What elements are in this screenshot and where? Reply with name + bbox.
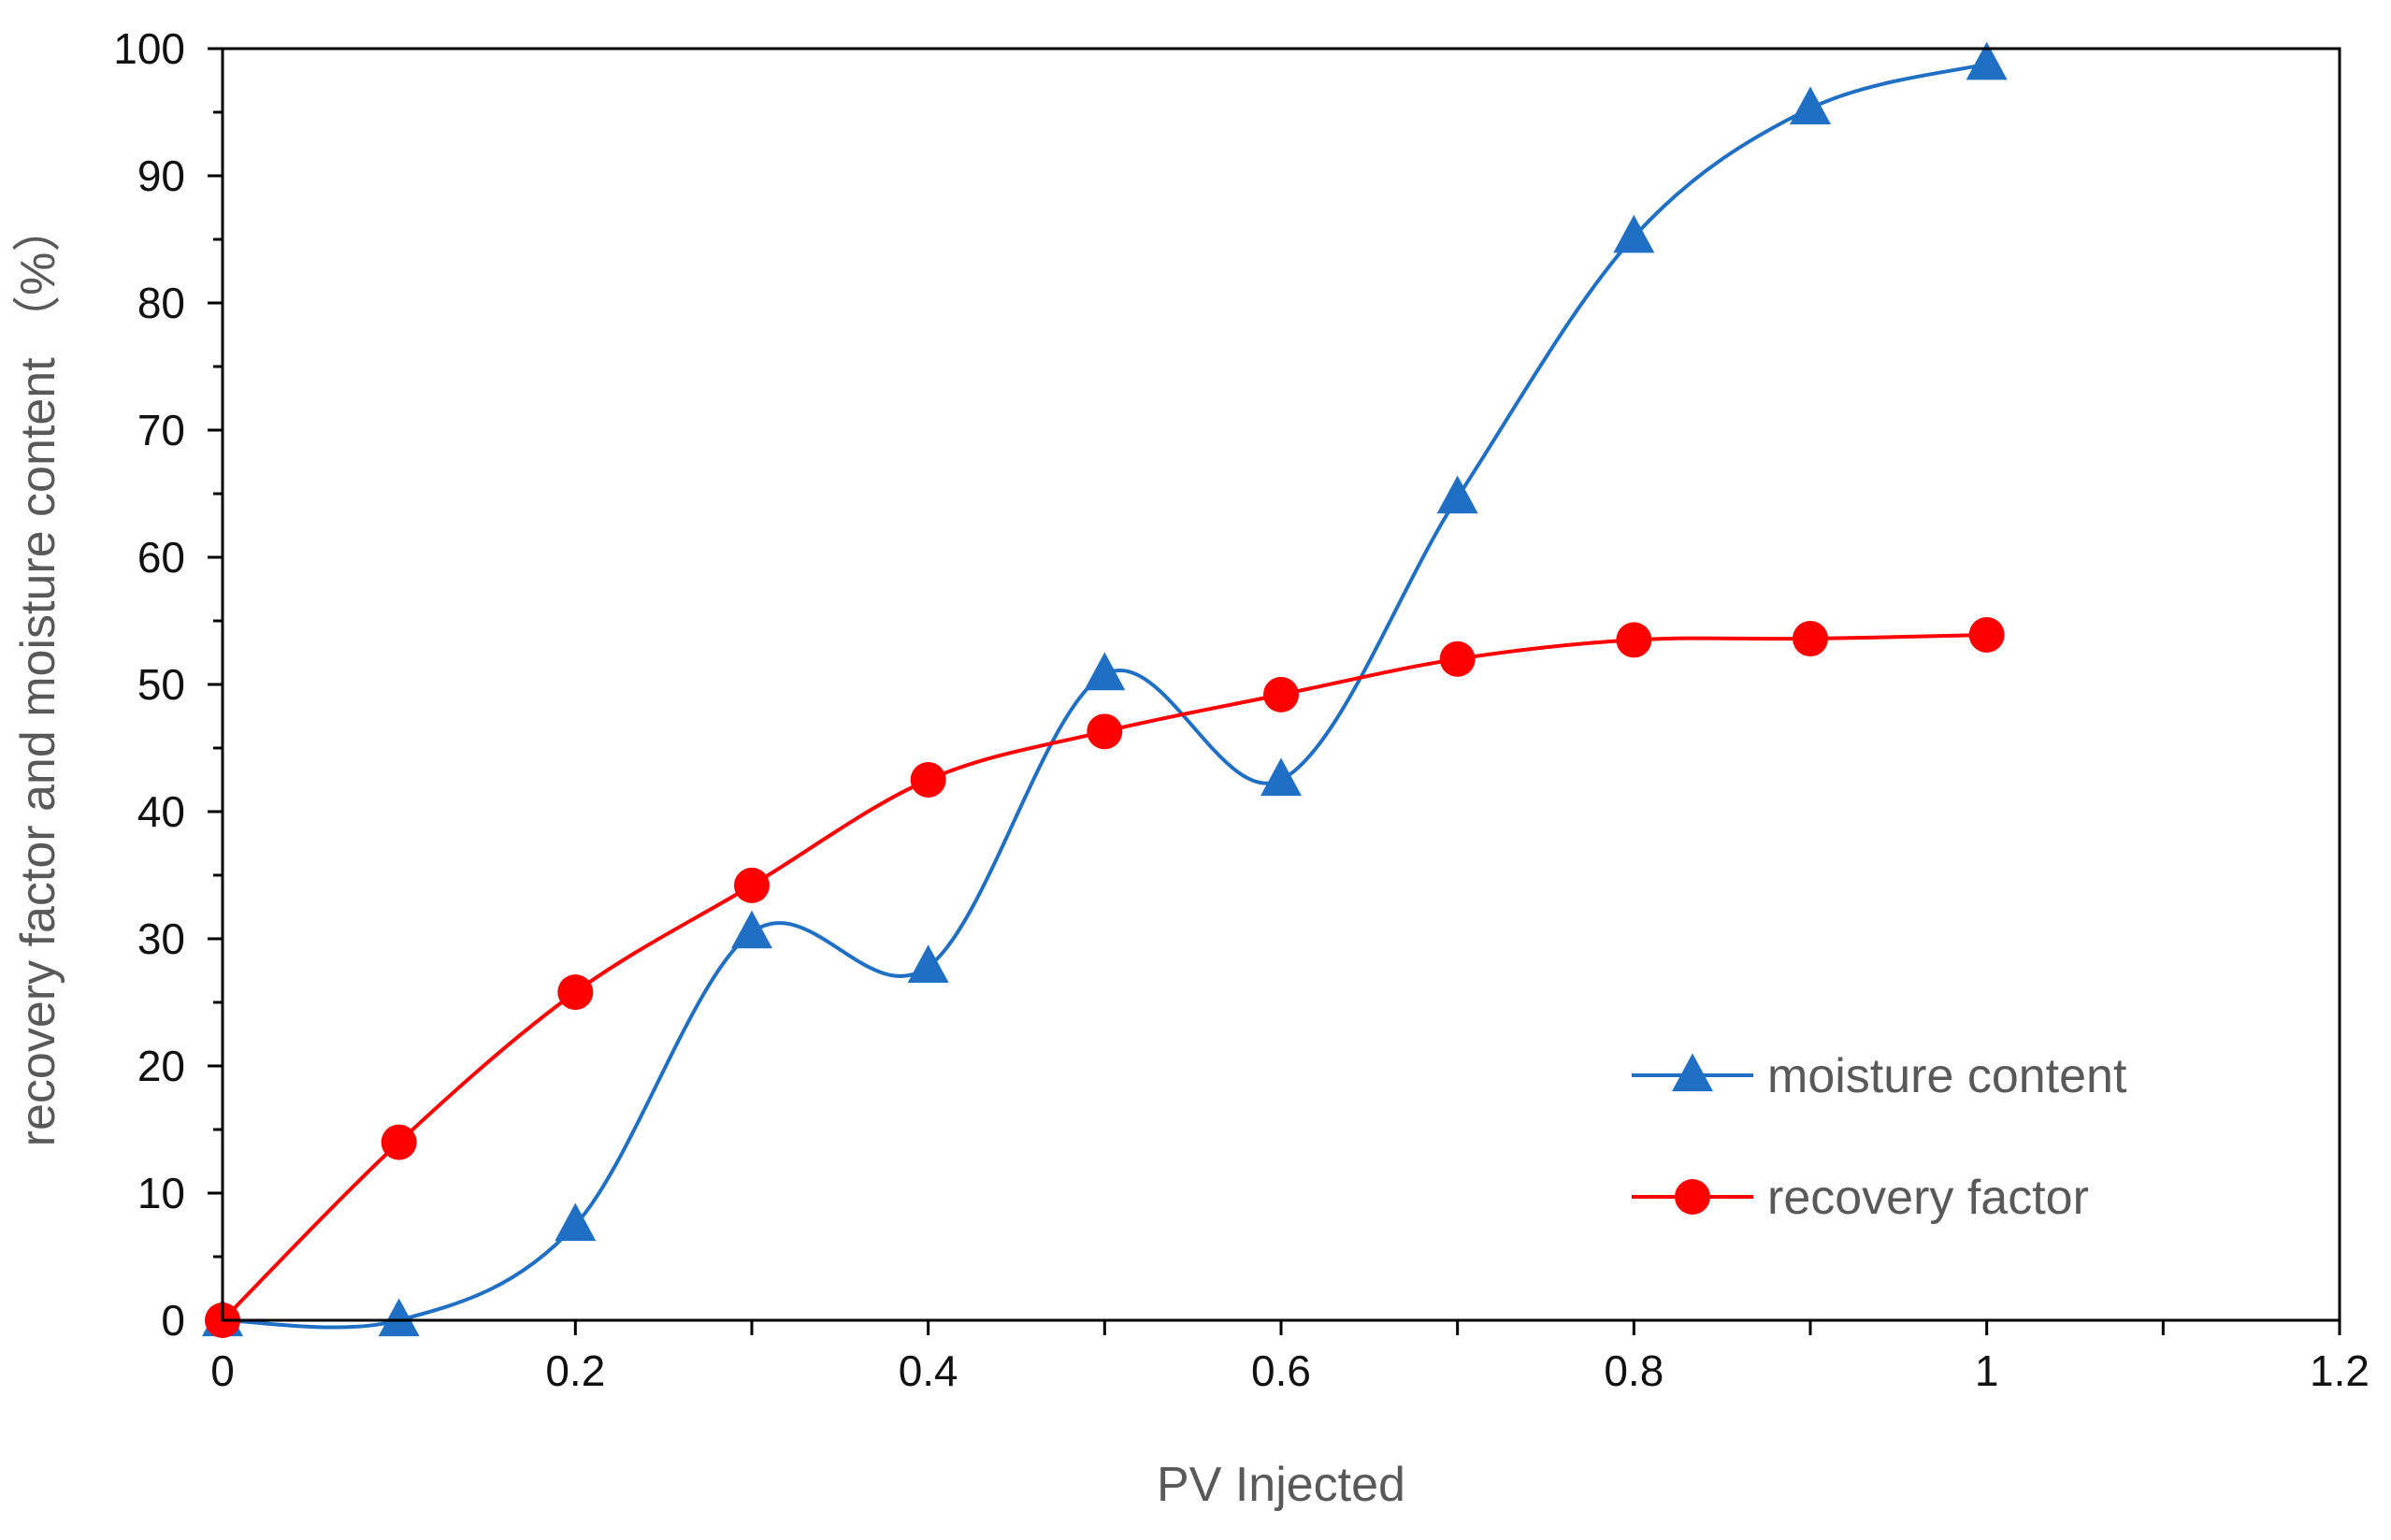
series-line bbox=[222, 62, 1988, 1330]
y-tick-label: 40 bbox=[137, 787, 185, 836]
x-tick-label: 1 bbox=[1975, 1346, 1999, 1395]
y-tick-label: 10 bbox=[137, 1169, 185, 1217]
data-point-triangle bbox=[378, 1298, 420, 1337]
series-recovery-factor bbox=[205, 616, 2005, 1338]
y-axis-title: recovery factor and moisture content （%） bbox=[11, 204, 65, 1147]
x-tick-label: 0 bbox=[210, 1346, 235, 1395]
legend-item: recovery factor bbox=[1632, 1171, 2089, 1225]
x-axis-title: PV Injected bbox=[1157, 1458, 1405, 1512]
x-tick-label: 0.8 bbox=[1604, 1346, 1664, 1395]
y-tick-label: 20 bbox=[137, 1042, 185, 1090]
legend: moisture content recovery factor bbox=[1632, 1049, 2127, 1225]
data-point-circle bbox=[1793, 621, 1828, 657]
data-point-circle bbox=[381, 1124, 417, 1160]
y-tick-label: 90 bbox=[137, 151, 185, 200]
x-tick-label: 0.6 bbox=[1251, 1346, 1311, 1395]
data-point-triangle bbox=[1613, 214, 1655, 253]
y-axis-ticks bbox=[208, 47, 223, 1322]
x-axis-ticks bbox=[221, 1320, 2341, 1335]
x-tick-label: 0.4 bbox=[899, 1346, 958, 1395]
legend-label: moisture content bbox=[1767, 1049, 2127, 1103]
data-point-circle bbox=[557, 974, 594, 1011]
series-line bbox=[221, 632, 1987, 1322]
data-point-triangle bbox=[1084, 652, 1126, 691]
data-point-triangle bbox=[1260, 757, 1302, 797]
y-axis-tick-labels: 0 10 20 30 40 50 60 70 80 90 100 bbox=[113, 24, 185, 1345]
data-point-circle bbox=[1439, 640, 1476, 677]
data-point-circle bbox=[910, 762, 946, 798]
series-layer bbox=[202, 41, 2008, 1338]
data-point-triangle bbox=[1436, 475, 1478, 514]
x-tick-label: 0.2 bbox=[545, 1346, 605, 1395]
y-tick-label: 80 bbox=[137, 279, 185, 327]
plot-area-frame bbox=[221, 47, 2341, 1322]
data-point-triangle bbox=[731, 910, 772, 949]
legend-marker-triangle bbox=[1672, 1053, 1713, 1092]
legend-marker-circle bbox=[1675, 1179, 1710, 1215]
data-point-circle bbox=[1968, 616, 2005, 653]
y-tick-label: 100 bbox=[113, 24, 185, 73]
legend-label: recovery factor bbox=[1767, 1171, 2089, 1225]
y-tick-label: 60 bbox=[137, 533, 185, 582]
y-tick-label: 30 bbox=[137, 914, 185, 963]
data-point-circle bbox=[1616, 622, 1652, 658]
y-tick-label: 50 bbox=[137, 660, 185, 709]
data-point-triangle bbox=[907, 944, 949, 984]
x-axis-tick-labels: 0 0.2 0.4 0.6 0.8 1 1.2 bbox=[210, 1346, 2369, 1395]
data-point-triangle bbox=[1790, 86, 1831, 125]
x-tick-label: 1.2 bbox=[2310, 1346, 2369, 1395]
data-point-circle bbox=[1087, 713, 1123, 750]
series-moisture-content bbox=[202, 41, 2008, 1337]
data-point-circle bbox=[1263, 676, 1299, 712]
y-tick-label: 70 bbox=[137, 406, 185, 454]
y-tick-label: 0 bbox=[161, 1296, 185, 1345]
legend-item: moisture content bbox=[1632, 1049, 2127, 1103]
data-point-triangle bbox=[555, 1202, 597, 1242]
data-point-triangle bbox=[1966, 41, 2008, 80]
data-point-circle bbox=[734, 867, 770, 903]
